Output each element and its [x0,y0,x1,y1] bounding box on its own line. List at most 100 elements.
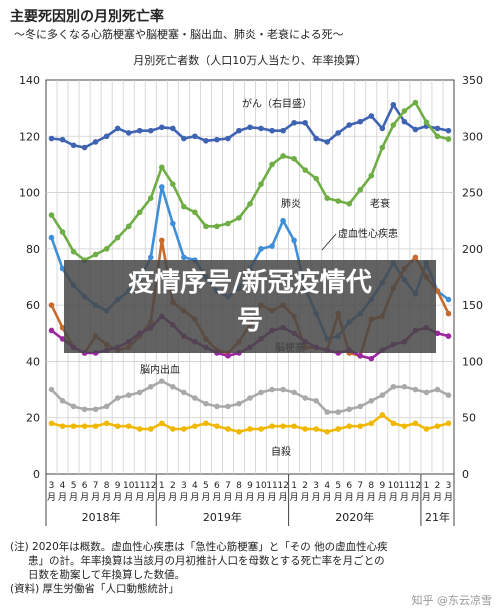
data-point [445,136,452,142]
data-point [81,423,88,429]
x-tick-label: 1 [159,481,165,491]
note-line-1: (注) 2020年は概数。虚血性心疾患は「急性心筋梗塞」と「その 他の虚血性心疾 [10,541,388,553]
data-point [192,423,198,429]
data-point [214,423,220,429]
data-point [445,392,452,399]
data-point [357,186,364,193]
x-tick-label: 3 [49,481,55,491]
y-left-tick-label: 60 [26,299,40,312]
data-point [192,209,198,216]
series-label: 虚血性心疾患 [338,227,398,240]
data-point [412,386,419,393]
data-point [225,353,231,359]
data-point [181,426,187,432]
data-point [313,135,319,142]
x-tick-label-month: 月 [91,492,100,503]
data-point [258,125,264,132]
x-tick-label-month: 月 [245,492,254,503]
data-point [158,184,165,190]
data-point [445,310,452,317]
data-point [103,420,110,427]
x-tick-label-month: 月 [334,492,343,503]
data-point [147,127,154,134]
x-tick-label-month: 月 [223,492,232,503]
data-point [269,386,275,393]
data-point [70,142,77,149]
data-point [379,144,386,151]
data-point [258,246,264,252]
data-point [346,122,353,128]
data-point [48,386,55,393]
data-point [357,423,364,429]
data-point [214,136,220,143]
data-point [401,383,408,390]
data-point [258,426,264,432]
data-point [445,127,452,134]
data-point [81,144,88,151]
x-tick-label: 9 [247,481,253,491]
data-point [412,126,419,133]
x-tick-label-month: 月 [268,492,277,503]
data-point [247,124,253,131]
watermark: 知乎 @东云凉雪 [411,594,493,607]
data-point [158,420,165,427]
page-title: 主要死因別の月別死亡率 [10,9,164,25]
data-point [181,135,187,142]
data-point [125,423,132,429]
data-point [335,198,342,204]
x-year-label: 2018年 [82,510,121,524]
data-point [357,403,364,410]
series-label: 自殺 [271,445,291,458]
x-tick-label: 6 [346,481,352,491]
data-point [225,135,231,142]
y-left-tick-label: 120 [19,130,40,143]
note-line-3: 日数を勘案して年換算した数値。 [28,569,186,581]
data-point [434,125,441,132]
x-tick-label-month: 月 [69,492,78,503]
data-point [103,403,110,410]
x-tick-label-month: 月 [257,492,266,503]
x-tick-label: 9 [379,481,385,491]
data-point [59,265,66,272]
y-right-tick-label: 200 [462,243,483,256]
x-tick-label-month: 月 [190,492,199,503]
data-point [158,124,165,131]
series-label: 脳内出血 [140,363,180,376]
data-point [269,161,275,168]
data-point [302,426,308,432]
data-point [390,122,397,128]
x-tick-label: 10 [255,481,267,491]
x-tick-label-month: 月 [135,492,144,503]
data-point [280,127,286,134]
data-point [368,355,375,362]
data-point [236,127,242,134]
data-point [412,420,419,427]
data-point [423,426,430,432]
data-point [158,237,165,244]
data-point [401,118,408,125]
footnotes: (注) 2020年は概数。虚血性心疾患は「急性心筋梗塞」と「その 他の虚血性心疾… [10,540,490,596]
data-point [114,423,121,429]
data-point [434,330,441,337]
data-point [269,243,275,249]
data-point [136,127,143,134]
x-tick-label-month: 月 [146,492,155,503]
x-tick-label: 10 [388,481,400,491]
data-point [48,234,55,241]
data-point [225,426,231,432]
x-tick-label: 2 [170,481,176,491]
data-point [81,406,88,413]
data-point [368,113,375,119]
x-tick-label: 11 [399,481,410,491]
x-tick-label: 11 [134,481,145,491]
data-point [280,423,286,429]
data-point [313,398,319,404]
page-subtitle: ～冬に多くなる心筋梗塞や脳梗塞・脳出血、肺炎・老衰による死～ [14,28,344,41]
x-tick-label-month: 月 [312,492,321,503]
x-tick-label-month: 月 [124,492,133,503]
data-point [70,403,77,410]
data-point [324,139,330,145]
x-tick-label-month: 月 [345,492,354,503]
data-point [280,386,286,393]
series-label: 老衰 [370,197,390,210]
